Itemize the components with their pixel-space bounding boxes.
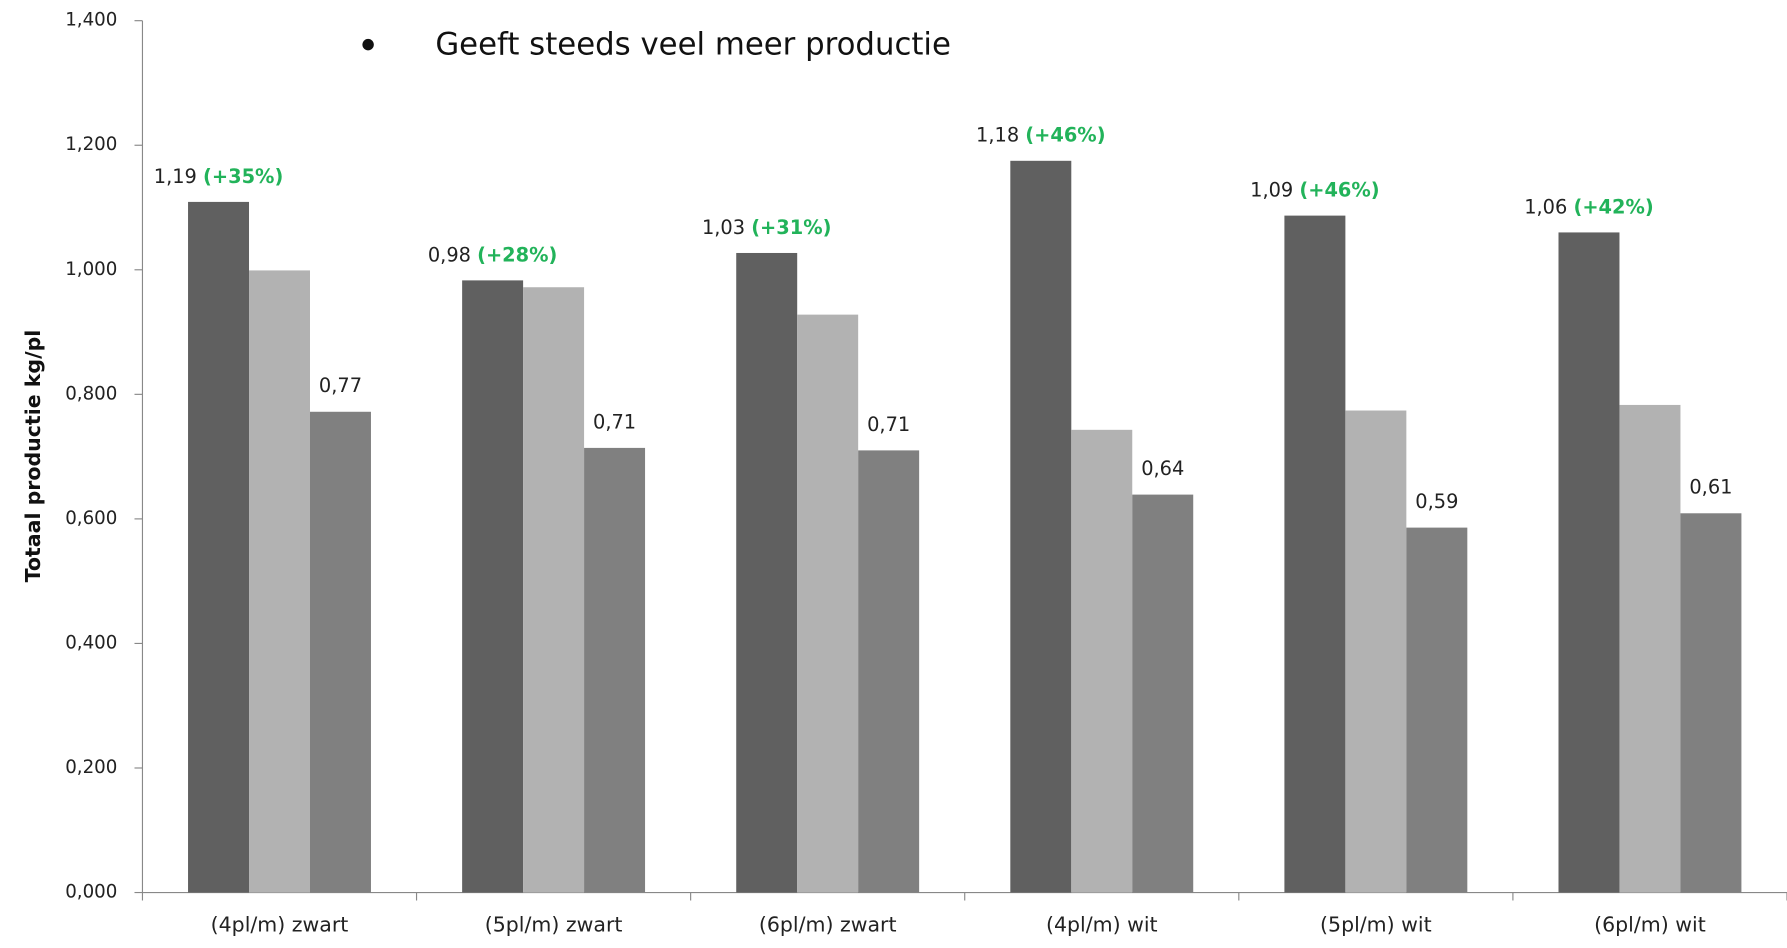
y-tick-label: 0,200 xyxy=(65,757,117,778)
annotation-change: (+28%) xyxy=(477,243,557,266)
annotation-value: 1,18 xyxy=(976,123,1019,146)
y-tick-label: 1,400 xyxy=(65,10,117,31)
x-tick-label: (6pl/m) wit xyxy=(1594,913,1706,937)
bar xyxy=(1619,404,1681,893)
x-tick-label: (4pl/m) wit xyxy=(1046,913,1158,937)
y-tick-label: 0,000 xyxy=(65,882,117,903)
data-label: 0,61 xyxy=(1689,476,1732,499)
y-tick-label: 0,600 xyxy=(65,508,117,529)
annotation: 1,06 (+42%) xyxy=(1524,195,1654,218)
annotation-value: 1,06 xyxy=(1524,195,1567,218)
data-label: 0,71 xyxy=(867,413,910,436)
y-tick-label: 1,000 xyxy=(65,259,117,280)
bar xyxy=(462,280,524,893)
x-tick-label: (5pl/m) zwart xyxy=(485,913,623,937)
annotation-change: (+46%) xyxy=(1299,178,1379,201)
bar xyxy=(1406,527,1468,893)
x-tick-label: (4pl/m) zwart xyxy=(211,913,349,937)
data-label: 0,59 xyxy=(1415,490,1458,513)
annotation-value: 0,98 xyxy=(428,243,471,266)
annotation: 0,98 (+28%) xyxy=(428,243,558,266)
annotation-value: 1,19 xyxy=(154,164,197,187)
bar xyxy=(584,447,646,893)
annotation: 1,03 (+31%) xyxy=(702,215,832,238)
bar xyxy=(1558,232,1620,893)
annotation: 1,18 (+46%) xyxy=(976,123,1106,146)
bar xyxy=(1345,410,1407,893)
annotation: 1,19 (+35%) xyxy=(154,164,284,187)
data-label: 0,64 xyxy=(1141,457,1184,480)
x-tick-label: (5pl/m) wit xyxy=(1320,913,1432,937)
bar xyxy=(309,411,371,893)
bar xyxy=(1010,160,1072,893)
data-label: 0,71 xyxy=(593,410,636,433)
annotation-value: 1,03 xyxy=(702,215,745,238)
y-tick-label: 0,800 xyxy=(65,383,117,404)
bar xyxy=(1680,513,1742,893)
bar xyxy=(858,450,920,893)
bar xyxy=(797,314,859,893)
bar xyxy=(523,287,585,893)
y-tick-label: 0,400 xyxy=(65,632,117,653)
bar xyxy=(1132,494,1194,893)
annotation: 1,09 (+46%) xyxy=(1250,178,1380,201)
x-tick-label: (6pl/m) zwart xyxy=(759,913,897,937)
data-label: 0,77 xyxy=(319,374,362,397)
annotation-change: (+35%) xyxy=(203,164,283,187)
annotation-change: (+46%) xyxy=(1025,123,1105,146)
bullet xyxy=(362,38,374,51)
annotation-change: (+42%) xyxy=(1573,195,1653,218)
bar xyxy=(736,252,798,893)
bar xyxy=(188,201,250,893)
bar xyxy=(1284,215,1346,893)
y-axis-label: Totaal productie kg/pl xyxy=(21,330,45,583)
annotation-value: 1,09 xyxy=(1250,178,1293,201)
annotation-change: (+31%) xyxy=(751,215,831,238)
bar xyxy=(249,270,310,893)
bar xyxy=(1071,429,1133,893)
y-tick-label: 1,200 xyxy=(65,134,117,155)
chart-title: Geeft steeds veel meer productie xyxy=(435,26,951,62)
